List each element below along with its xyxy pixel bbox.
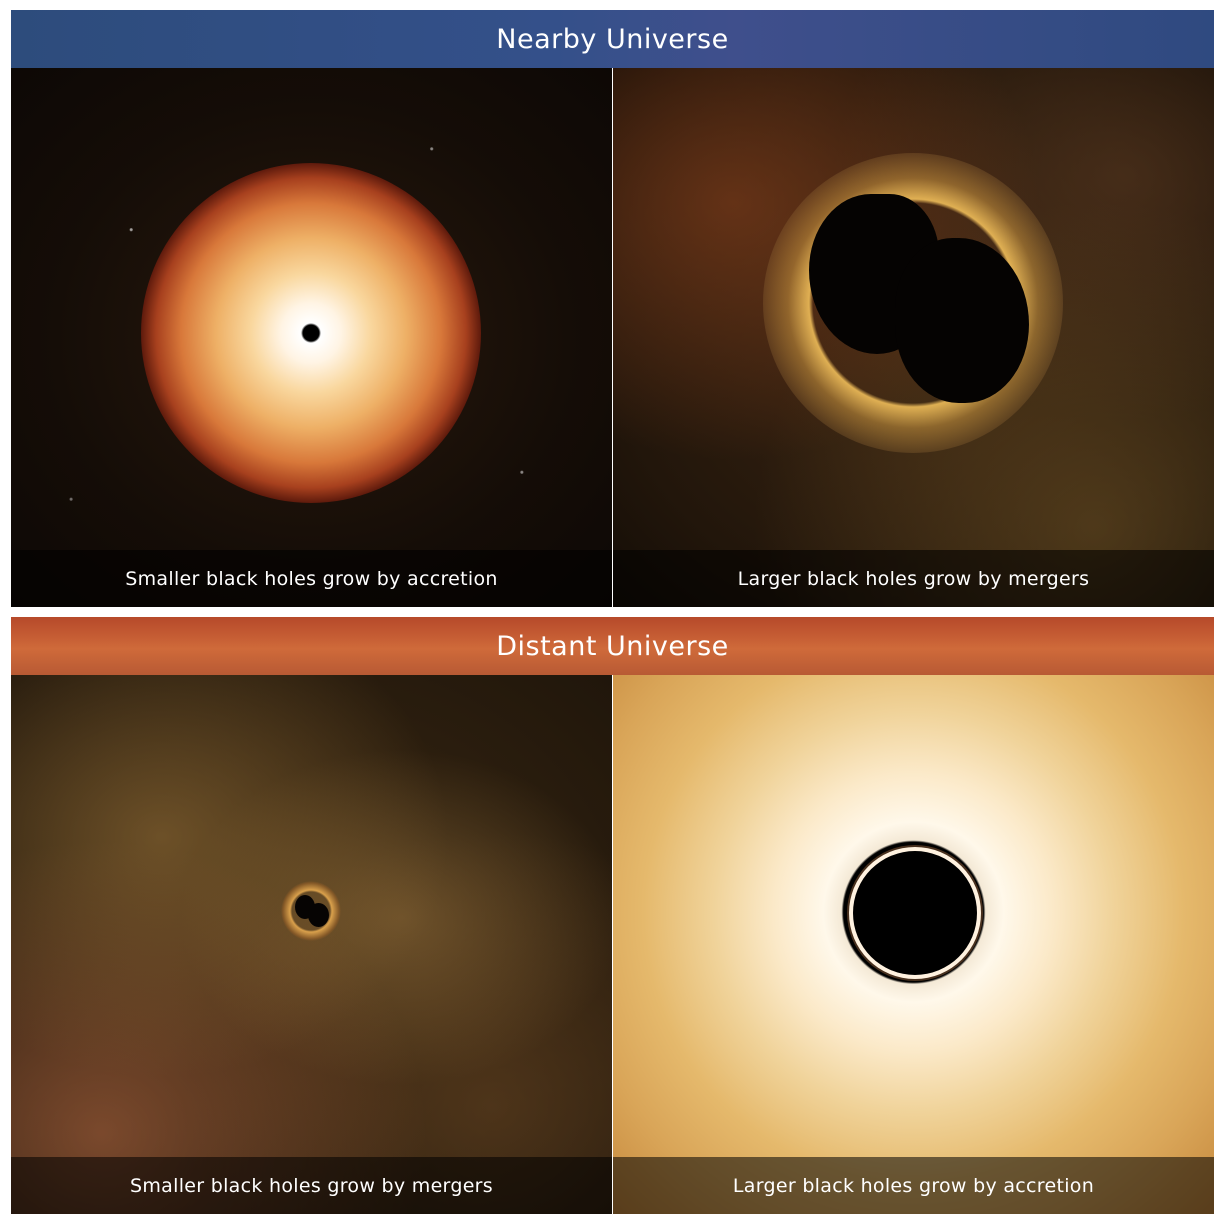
black-hole-b: [895, 238, 1029, 403]
panel-caption: Larger black holes grow by mergers: [613, 550, 1214, 607]
panel-larger-mergers: Larger black holes grow by mergers: [613, 68, 1214, 607]
panel-larger-accretion: Larger black holes grow by accretion: [613, 675, 1214, 1214]
panel-caption: Smaller black holes grow by mergers: [11, 1157, 612, 1214]
panel-caption: Larger black holes grow by accretion: [613, 1157, 1214, 1214]
mini-black-hole-b: [308, 903, 329, 927]
nearby-universe-section: Nearby Universe Smaller black holes grow…: [11, 10, 1214, 607]
central-black-hole: [853, 851, 977, 975]
accretion-disk-image: [141, 163, 481, 503]
panel-smaller-mergers: Smaller black holes grow by mergers: [11, 675, 612, 1214]
section-title: Nearby Universe: [11, 10, 1214, 68]
panel-divider: [612, 68, 614, 607]
section-title: Distant Universe: [11, 617, 1214, 675]
panel-caption: Smaller black holes grow by accretion: [11, 550, 612, 607]
distant-universe-section: Distant Universe Smaller black holes gro…: [11, 617, 1214, 1214]
panel-smaller-accretion: Smaller black holes grow by accretion: [11, 68, 612, 607]
panel-divider: [612, 675, 614, 1214]
